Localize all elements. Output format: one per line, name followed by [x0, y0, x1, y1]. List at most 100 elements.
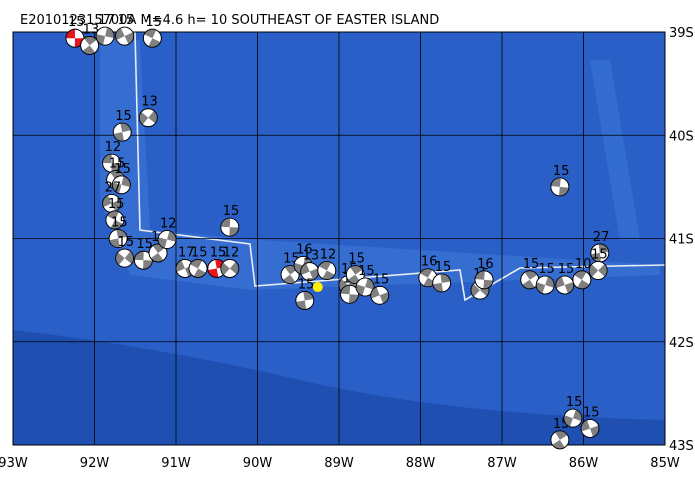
focal-mechanism — [188, 259, 208, 278]
ridge — [590, 60, 640, 240]
beachball-quadrant — [65, 29, 75, 39]
depth-label: 15 — [523, 257, 540, 272]
depth-label: 27 — [593, 230, 610, 245]
beachball-outline — [80, 36, 100, 55]
beachball-quadrant — [590, 252, 601, 262]
beachball-quadrant — [134, 251, 144, 261]
depth-label: 15 — [191, 245, 208, 260]
depth-label: 15 — [348, 252, 365, 267]
beachball-quadrant — [102, 195, 112, 208]
depth-label: 16 — [296, 242, 313, 257]
beachball-quadrant — [524, 270, 538, 280]
beachball-outline — [108, 229, 128, 248]
beachball-quadrant — [111, 163, 121, 173]
beachball-outline — [370, 285, 390, 305]
focal-mechanism — [115, 26, 135, 46]
beachball-quadrant — [555, 430, 568, 440]
depth-label: 13 — [83, 22, 100, 37]
depth-label: 12 — [320, 248, 337, 263]
x-tick-label: 92W — [80, 456, 110, 471]
beachball-quadrant — [110, 170, 123, 180]
beachball-outline — [220, 217, 240, 237]
beachball-quadrant — [139, 111, 149, 125]
focal-mechanism — [588, 261, 608, 280]
focal-mechanism — [345, 265, 365, 285]
beachball-outline — [572, 270, 592, 290]
beachball-quadrant — [552, 439, 565, 449]
depth-label: 15 — [210, 245, 227, 260]
depth-label: 15 — [136, 237, 153, 252]
beachball-quadrant — [84, 36, 97, 46]
depth-label: 15 — [108, 197, 125, 212]
depth-label: 15 — [538, 262, 555, 277]
depth-label: 15 — [558, 262, 575, 277]
beachball-quadrant — [475, 270, 485, 280]
beachball-quadrant — [109, 238, 120, 248]
depth-label: 10 — [575, 257, 592, 272]
depth-label: 15 — [145, 15, 162, 30]
depth-label: 15 — [68, 15, 85, 30]
beachball-quadrant — [124, 32, 134, 45]
beachball-quadrant — [338, 278, 348, 292]
beachball-quadrant — [82, 45, 96, 55]
beachball-quadrant — [558, 186, 569, 196]
focal-mechanism — [295, 291, 315, 310]
focal-mechanism — [432, 273, 452, 293]
depth-label: 15 — [118, 13, 135, 28]
beachball-outline — [95, 26, 115, 46]
x-tick-label: 87W — [487, 456, 517, 471]
beachball-quadrant — [440, 273, 451, 283]
depth-label: 15 — [373, 272, 390, 287]
beachball-outline — [355, 277, 375, 297]
beachball-quadrant — [229, 261, 239, 275]
beachball-quadrant — [318, 261, 332, 271]
beachball-outline — [535, 275, 555, 295]
beachball-outline — [588, 261, 608, 280]
beachball-quadrant — [111, 199, 121, 212]
beachball-quadrant — [470, 283, 480, 297]
focal-mechanism — [550, 177, 570, 197]
beachball-quadrant — [102, 154, 112, 164]
depth-label: 13 — [141, 95, 158, 110]
focal-mechanism — [142, 28, 162, 48]
focal-mechanism — [580, 419, 600, 438]
beachball-quadrant — [220, 262, 230, 276]
beachball-quadrant — [322, 270, 335, 280]
depth-label: 15 — [583, 405, 600, 420]
depth-label: 15 — [358, 264, 375, 279]
y-tick-label: 39S — [669, 26, 694, 41]
beachball-outline — [111, 175, 131, 195]
beachball-outline — [550, 177, 570, 197]
beachball-outline — [188, 259, 208, 278]
beachball-outline — [317, 261, 337, 280]
focal-mechanism — [550, 430, 570, 450]
beachball-outline — [474, 270, 494, 290]
depth-label: 15 — [591, 248, 608, 263]
y-tick-label: 43S — [669, 439, 694, 454]
beachball-quadrant — [229, 227, 239, 237]
beachball-outline — [138, 108, 158, 128]
beachball-quadrant — [340, 285, 351, 295]
beachball-quadrant — [577, 279, 590, 289]
depth-label: 13 — [303, 249, 320, 264]
focal-mechanism — [102, 193, 122, 213]
beachball-outline — [142, 28, 162, 48]
focal-mechanism — [157, 230, 177, 249]
depth-label: 16 — [421, 255, 438, 270]
focal-mechanism — [555, 275, 575, 295]
focal-mechanism — [95, 26, 115, 46]
beachball-outline — [112, 122, 132, 142]
depth-label: 15 — [109, 157, 126, 172]
focal-mechanism — [355, 277, 375, 297]
focal-mechanism — [111, 175, 131, 195]
depth-label: 15 — [118, 235, 135, 250]
beachball-quadrant — [115, 27, 125, 40]
depth-label: 12 — [223, 245, 240, 260]
beachball-quadrant — [348, 294, 359, 304]
beachball-quadrant — [574, 270, 587, 280]
beachball-quadrant — [295, 300, 307, 310]
focal-mechanism — [520, 270, 540, 290]
beachball-quadrant — [105, 27, 115, 39]
focal-mechanism — [563, 408, 583, 428]
